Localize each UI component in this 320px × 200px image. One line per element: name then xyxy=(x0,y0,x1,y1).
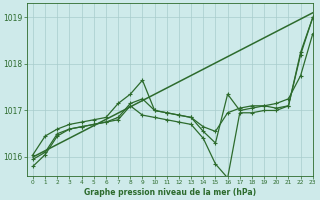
X-axis label: Graphe pression niveau de la mer (hPa): Graphe pression niveau de la mer (hPa) xyxy=(84,188,256,197)
